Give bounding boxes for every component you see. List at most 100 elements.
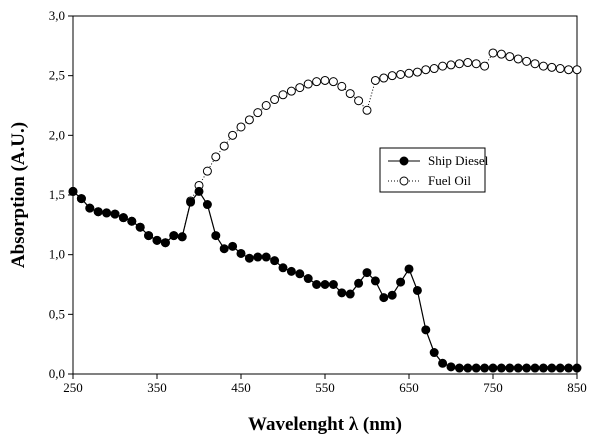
- x-tick-label: 250: [63, 380, 83, 395]
- data-point: [270, 256, 280, 266]
- data-point: [438, 61, 448, 71]
- data-point: [337, 288, 347, 298]
- data-point: [404, 264, 414, 274]
- data-point: [362, 268, 372, 278]
- y-tick-label: 1,5: [49, 187, 65, 202]
- data-point: [396, 69, 406, 79]
- data-point: [354, 278, 364, 288]
- legend-label: Ship Diesel: [428, 153, 489, 168]
- legend-box: [379, 147, 486, 193]
- data-point: [538, 363, 548, 373]
- data-point: [244, 115, 254, 125]
- data-point: [446, 362, 456, 372]
- data-point: [312, 280, 322, 289]
- data-point: [202, 200, 212, 210]
- data-point: [186, 197, 196, 207]
- data-point: [480, 61, 490, 71]
- legend-marker: [399, 156, 409, 166]
- data-point: [463, 58, 473, 68]
- data-point: [312, 77, 322, 87]
- data-point: [370, 276, 380, 286]
- data-point: [454, 59, 464, 69]
- data-point: [169, 231, 179, 241]
- data-point: [110, 209, 120, 219]
- data-point: [412, 67, 422, 77]
- data-point: [228, 241, 238, 251]
- data-point: [387, 290, 397, 300]
- data-point: [320, 280, 330, 289]
- data-point: [379, 73, 389, 83]
- x-axis-label: Wavelenght λ (nm): [248, 414, 402, 435]
- data-point: [496, 49, 506, 59]
- data-point: [320, 75, 330, 85]
- data-point: [522, 363, 532, 373]
- data-point: [328, 280, 338, 289]
- data-point: [278, 90, 288, 100]
- data-point: [505, 363, 515, 373]
- data-point: [530, 363, 540, 373]
- data-point: [345, 89, 355, 99]
- data-point: [328, 77, 338, 87]
- data-point: [429, 348, 439, 358]
- data-point: [555, 64, 565, 74]
- data-point: [354, 96, 364, 106]
- data-point: [228, 130, 238, 140]
- data-point: [421, 65, 431, 75]
- y-tick-label: 3,0: [49, 8, 65, 23]
- data-point: [261, 101, 271, 110]
- data-point: [270, 95, 280, 105]
- y-tick-label: 2,0: [49, 127, 65, 142]
- data-point: [253, 252, 263, 262]
- data-point: [144, 231, 154, 241]
- data-point: [480, 363, 490, 373]
- data-point: [471, 363, 481, 373]
- y-tick-label: 0,5: [49, 306, 65, 321]
- data-point: [421, 325, 431, 335]
- data-point: [127, 216, 137, 226]
- data-point: [547, 62, 557, 72]
- data-point: [387, 71, 397, 81]
- data-point: [454, 363, 464, 373]
- data-point: [135, 222, 145, 232]
- data-point: [211, 152, 221, 162]
- data-point: [286, 86, 296, 96]
- data-point: [303, 79, 313, 89]
- data-point: [513, 363, 523, 373]
- data-point: [471, 59, 481, 69]
- data-point: [488, 363, 498, 373]
- data-point: [253, 108, 263, 118]
- plot-frame: [72, 15, 578, 375]
- data-point: [488, 48, 498, 58]
- data-point: [404, 68, 414, 78]
- data-point: [337, 81, 347, 91]
- data-point: [303, 274, 313, 284]
- data-point: [505, 52, 515, 62]
- data-point: [572, 65, 582, 75]
- data-point: [102, 208, 112, 218]
- legend-marker: [399, 176, 409, 186]
- data-point: [236, 248, 246, 258]
- data-point: [379, 293, 389, 303]
- data-point: [236, 122, 246, 132]
- data-point: [152, 235, 162, 245]
- data-point: [219, 141, 229, 151]
- data-point: [438, 358, 448, 368]
- data-point: [370, 75, 380, 85]
- data-point: [177, 232, 187, 242]
- data-point: [446, 60, 456, 70]
- legend-label: Fuel Oil: [428, 173, 471, 188]
- data-point: [202, 166, 212, 176]
- data-point: [522, 56, 532, 66]
- data-point: [93, 207, 103, 217]
- x-tick-label: 750: [483, 380, 503, 395]
- x-tick-label: 450: [231, 380, 251, 395]
- data-point: [278, 263, 288, 273]
- data-point: [362, 105, 372, 115]
- data-point: [244, 253, 254, 263]
- x-tick-label: 550: [315, 380, 335, 395]
- y-tick-label: 1,0: [49, 247, 65, 262]
- data-point: [396, 277, 406, 287]
- data-point: [564, 363, 574, 373]
- y-tick-label: 2,5: [49, 68, 65, 83]
- data-point: [572, 363, 582, 373]
